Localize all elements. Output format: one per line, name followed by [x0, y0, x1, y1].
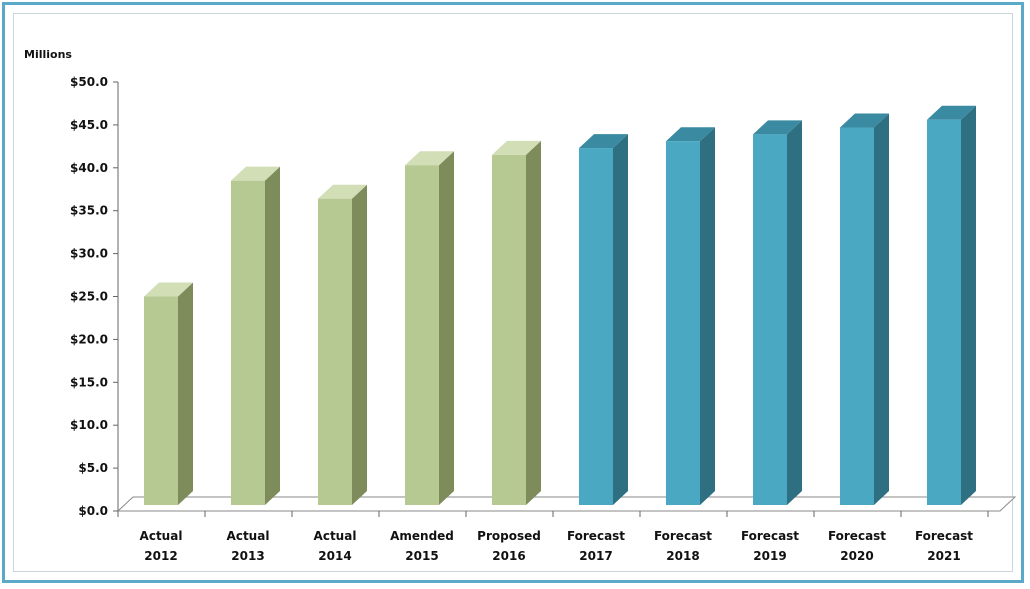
y-tick-label: $10.0	[70, 418, 108, 432]
bar	[492, 140, 541, 505]
y-tick-label: $20.0	[70, 332, 108, 346]
bar-side	[700, 127, 715, 506]
x-category-year-label: 2018	[666, 549, 699, 563]
y-axis-unit-label: Millions	[24, 48, 72, 61]
bar-side	[613, 134, 628, 506]
bar-top	[318, 184, 367, 199]
bar-side	[526, 140, 541, 505]
bar-front	[666, 141, 700, 505]
x-category-label: Forecast	[567, 529, 625, 543]
x-category-label: Amended	[390, 529, 454, 543]
x-category-label: Actual	[314, 529, 357, 543]
x-category-year-label: 2013	[231, 549, 264, 563]
bar-top	[144, 282, 193, 297]
bar	[927, 105, 976, 505]
bar	[144, 282, 193, 505]
bar-side	[265, 166, 280, 506]
bar	[318, 184, 367, 506]
chart-area	[13, 13, 1013, 572]
x-category-year-label: 2019	[753, 549, 786, 563]
bar	[666, 127, 715, 506]
x-category-label: Proposed	[477, 529, 541, 543]
x-category-year-label: 2012	[144, 549, 177, 563]
x-category-label: Forecast	[828, 529, 886, 543]
bar-side	[874, 113, 889, 505]
bar-top	[927, 105, 976, 120]
bar	[231, 166, 280, 506]
bar-side	[961, 105, 976, 505]
bar-top	[666, 127, 715, 142]
bar	[579, 134, 628, 506]
bar-top	[753, 120, 802, 135]
x-category-label: Forecast	[741, 529, 799, 543]
bar	[753, 120, 802, 505]
y-tick-label: $35.0	[70, 204, 108, 218]
y-tick-label: $25.0	[70, 290, 108, 304]
bar-top	[405, 151, 454, 166]
bar-top	[231, 166, 280, 181]
bar-front	[927, 119, 961, 505]
y-tick-label: $0.0	[78, 504, 108, 518]
x-category-year-label: 2014	[318, 549, 351, 563]
y-tick-label: $40.0	[70, 161, 108, 175]
bar-front	[492, 154, 526, 505]
bar-side	[352, 184, 367, 506]
bar-front	[144, 296, 178, 505]
x-category-year-label: 2016	[492, 549, 525, 563]
bar	[840, 113, 889, 505]
x-category-label: Actual	[227, 529, 270, 543]
bar-layer	[144, 105, 976, 506]
label-layer: Millions $0.0 $5.0 $10.0 $15.0 $20.0 $25.0 $30.…	[24, 48, 973, 563]
bar-front	[231, 180, 265, 506]
bar-top	[840, 113, 889, 128]
x-category-label: Actual	[140, 529, 183, 543]
x-category-year-label: 2020	[840, 549, 873, 563]
x-category-year-label: 2015	[405, 549, 438, 563]
bar-top	[492, 140, 541, 155]
y-tick-label: $45.0	[70, 118, 108, 132]
bar-front	[753, 134, 787, 505]
bar	[405, 151, 454, 505]
bar-front	[405, 165, 439, 505]
y-tick-label: $15.0	[70, 375, 108, 389]
x-category-year-label: 2021	[927, 549, 960, 563]
bar-top	[579, 134, 628, 149]
bar-side	[178, 282, 193, 505]
x-category-label: Forecast	[654, 529, 712, 543]
x-category-year-label: 2017	[579, 549, 612, 563]
bar-front	[318, 198, 352, 506]
y-tick-label: $5.0	[78, 461, 108, 475]
y-tick-label: $50.0	[70, 75, 108, 89]
bar-front	[579, 148, 613, 506]
x-category-label: Forecast	[915, 529, 973, 543]
bar-front	[840, 127, 874, 505]
bar-side	[787, 120, 802, 505]
y-tick-label: $30.0	[70, 247, 108, 261]
bar-side	[439, 151, 454, 505]
